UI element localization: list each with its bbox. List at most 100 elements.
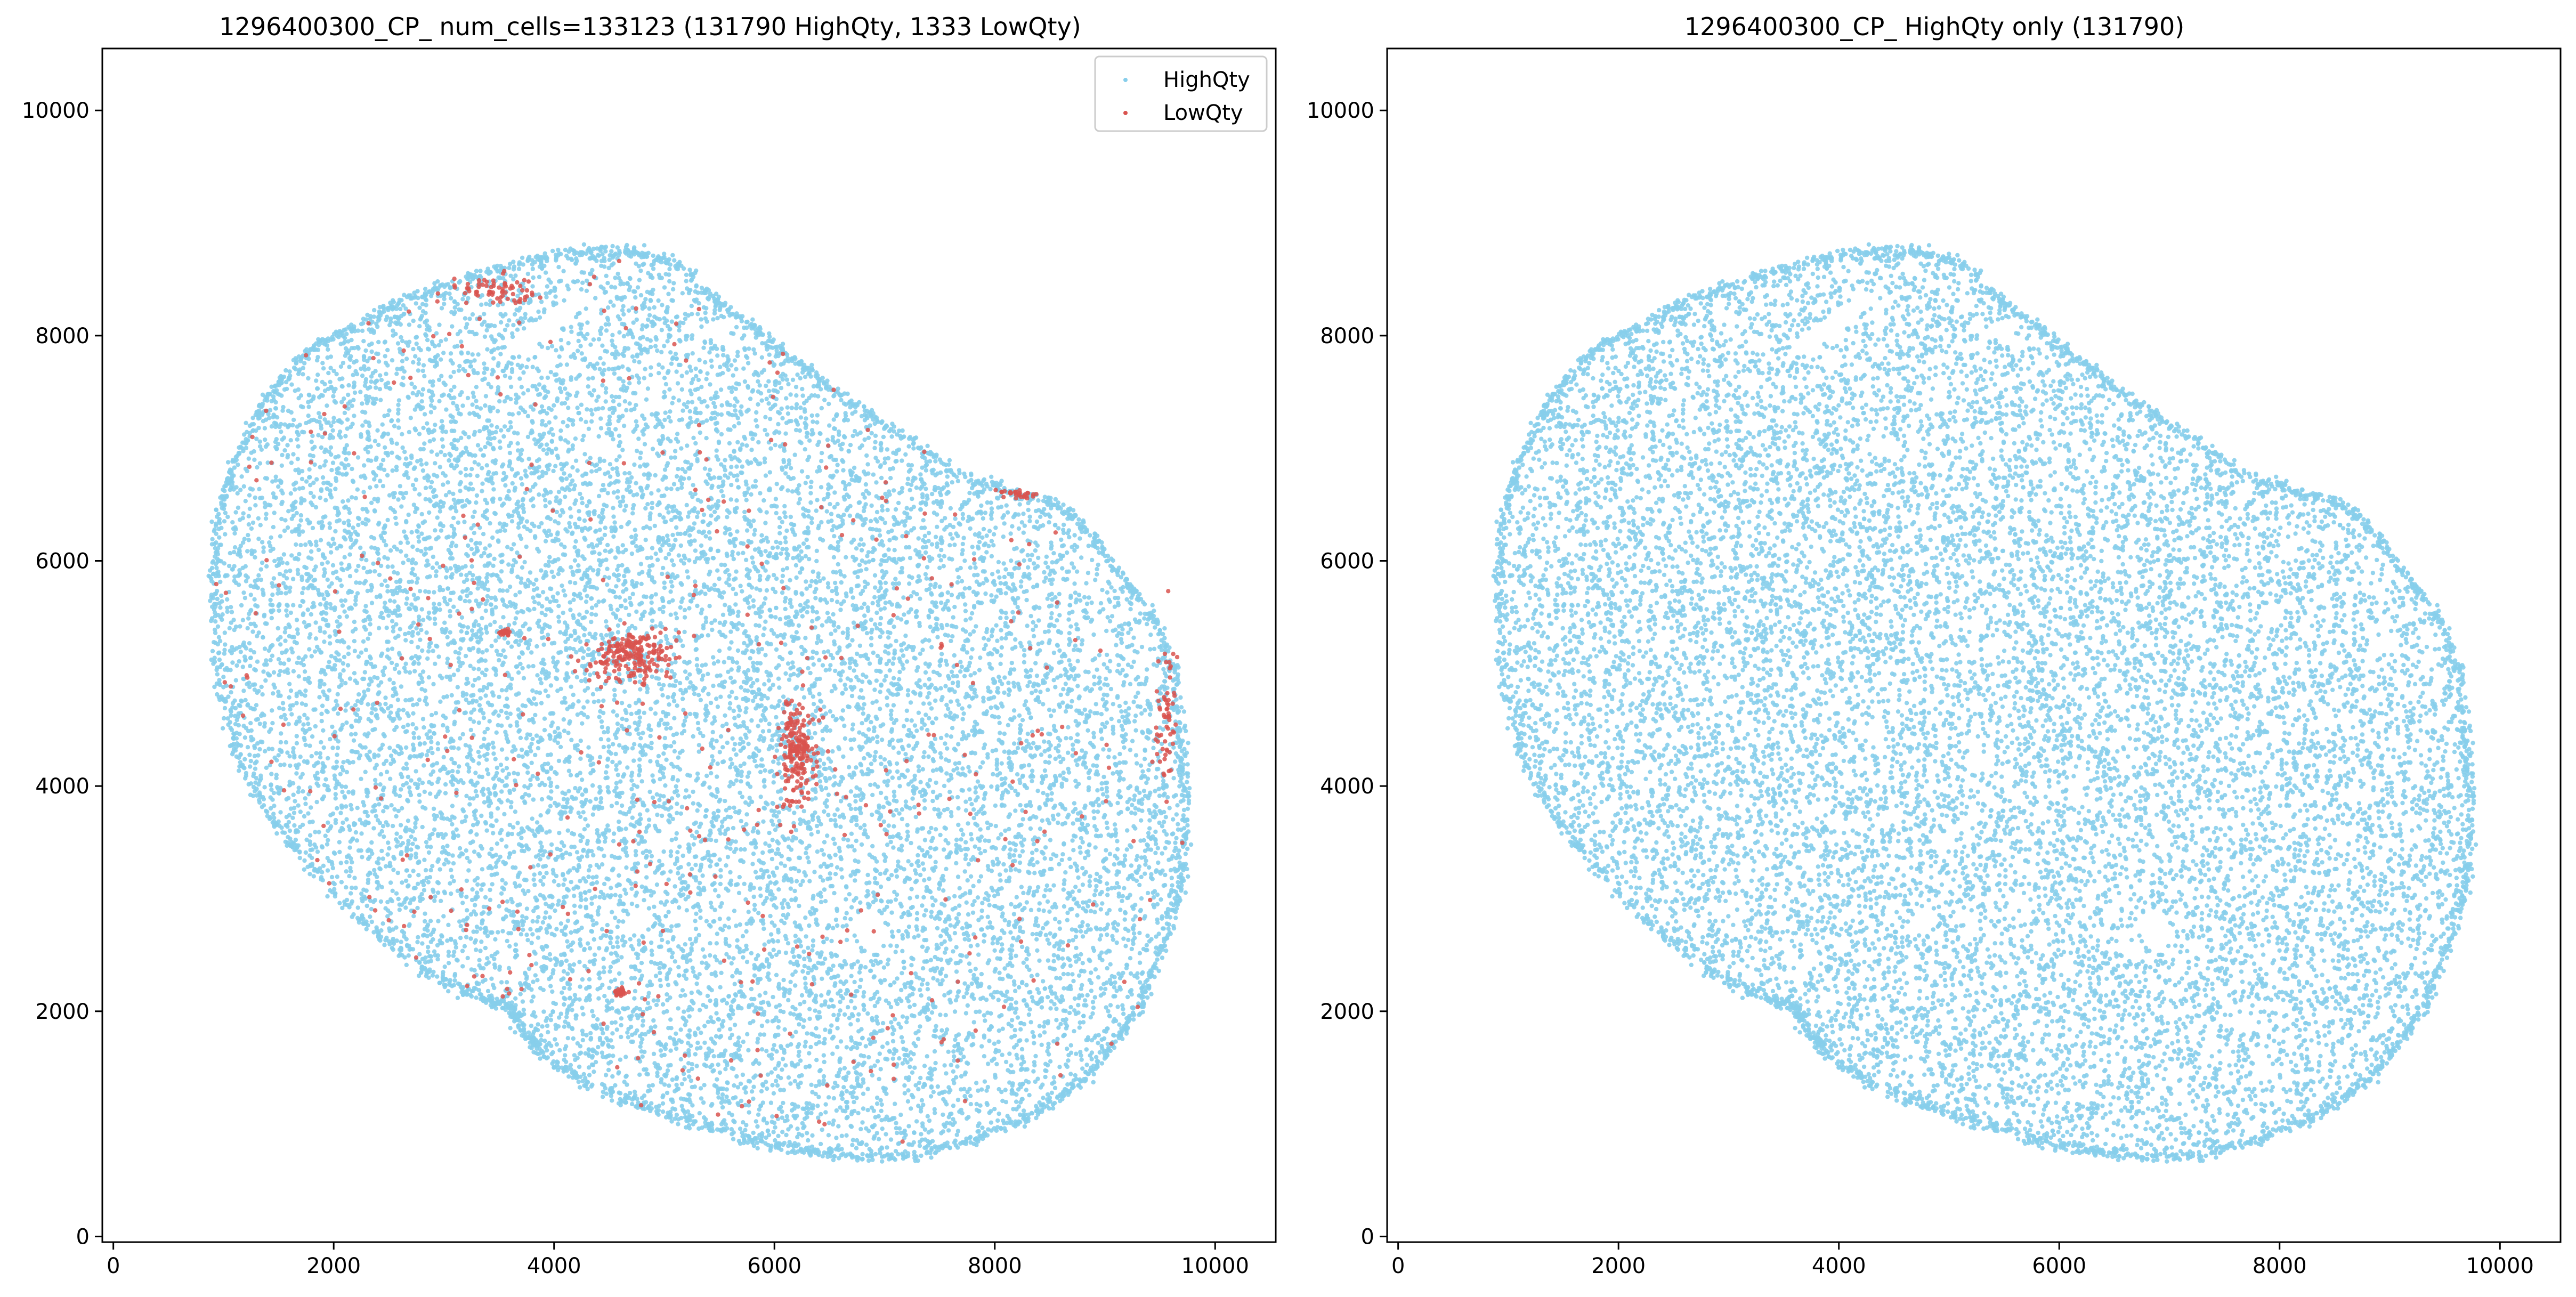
highqty-point [1123,700,1128,706]
highqty-point [503,783,507,788]
highqty-point [925,982,930,986]
highqty-point [973,790,978,795]
highqty-point [464,848,468,853]
highqty-point [793,934,798,938]
highqty-point [938,600,944,605]
highqty-point [516,525,521,530]
highqty-point [1130,739,1135,743]
highqty-point [850,603,855,608]
highqty-point [761,633,766,637]
highqty-point [708,1015,713,1020]
highqty-point [253,623,258,629]
highqty-point [390,646,395,651]
highqty-point [950,634,955,639]
highqty-point [760,341,765,346]
highqty-point [433,661,438,667]
highqty-point [969,981,974,986]
highqty-point [998,615,1003,620]
highqty-point [1171,776,1176,781]
highqty-point [1033,548,1038,553]
highqty-point [610,1074,615,1079]
highqty-point [862,1007,866,1012]
highqty-point [537,492,541,497]
highqty-point [843,487,848,491]
highqty-point [690,312,694,317]
highqty-point [678,543,684,548]
highqty-point [802,530,807,535]
highqty-point [872,547,877,552]
highqty-point [495,950,500,955]
highqty-point [827,766,832,771]
highqty-point [306,811,311,816]
highqty-point [587,1073,592,1077]
highqty-point [621,943,626,948]
highqty-point [448,506,453,511]
highqty-point [489,976,494,981]
highqty-point [947,998,952,1002]
highqty-point [799,556,805,561]
highqty-point [313,636,319,641]
highqty-point [714,390,719,395]
highqty-point [354,580,359,585]
highqty-point [1070,742,1075,747]
highqty-point [257,461,263,466]
highqty-point [1139,874,1144,880]
highqty-point [314,751,319,756]
highqty-point [313,620,318,625]
highqty-point [581,433,586,439]
highqty-point [1145,933,1150,938]
highqty-point [1071,938,1075,943]
highqty-point [736,714,741,718]
highqty-point [728,1027,733,1032]
highqty-point [619,1016,624,1021]
highqty-point [1064,736,1068,741]
highqty-point [993,967,998,971]
highqty-point [976,952,981,957]
highqty-point [763,549,768,554]
highqty-point [424,630,429,635]
highqty-point [891,488,896,493]
highqty-point [374,484,379,489]
highqty-point [529,741,534,747]
highqty-point [1053,756,1058,761]
highqty-point [1067,658,1072,663]
highqty-point [556,456,561,460]
highqty-point [535,546,540,552]
highqty-point [820,728,825,734]
highqty-point [458,470,463,475]
highqty-point [520,747,524,752]
highqty-point [633,988,638,994]
highqty-point [1086,571,1091,575]
highqty-point [310,734,315,739]
highqty-point [264,564,269,569]
highqty-point [650,563,655,568]
highqty-point [486,772,491,776]
highqty-point [978,655,983,660]
highqty-point [956,575,961,580]
highqty-point [601,361,606,366]
highqty-point [355,455,361,460]
highqty-point [460,964,465,969]
highqty-point [459,615,465,620]
highqty-point [431,554,435,560]
highqty-point [462,520,467,524]
highqty-point [512,849,516,855]
highqty-point [1059,781,1064,787]
highqty-point [868,782,873,788]
highqty-point [585,504,589,508]
highqty-point [897,669,902,675]
highqty-point [732,982,737,986]
highqty-point [942,993,947,998]
highqty-point [1066,938,1072,944]
highqty-point [604,328,609,333]
highqty-point [276,484,281,489]
highqty-point [911,1095,916,1100]
highqty-point [960,706,965,711]
highqty-point [414,852,418,856]
highqty-point [885,904,889,910]
highqty-point [247,493,252,498]
highqty-point [694,1064,699,1068]
highqty-point [217,535,222,540]
highqty-point [474,399,479,403]
highqty-point [524,364,529,370]
